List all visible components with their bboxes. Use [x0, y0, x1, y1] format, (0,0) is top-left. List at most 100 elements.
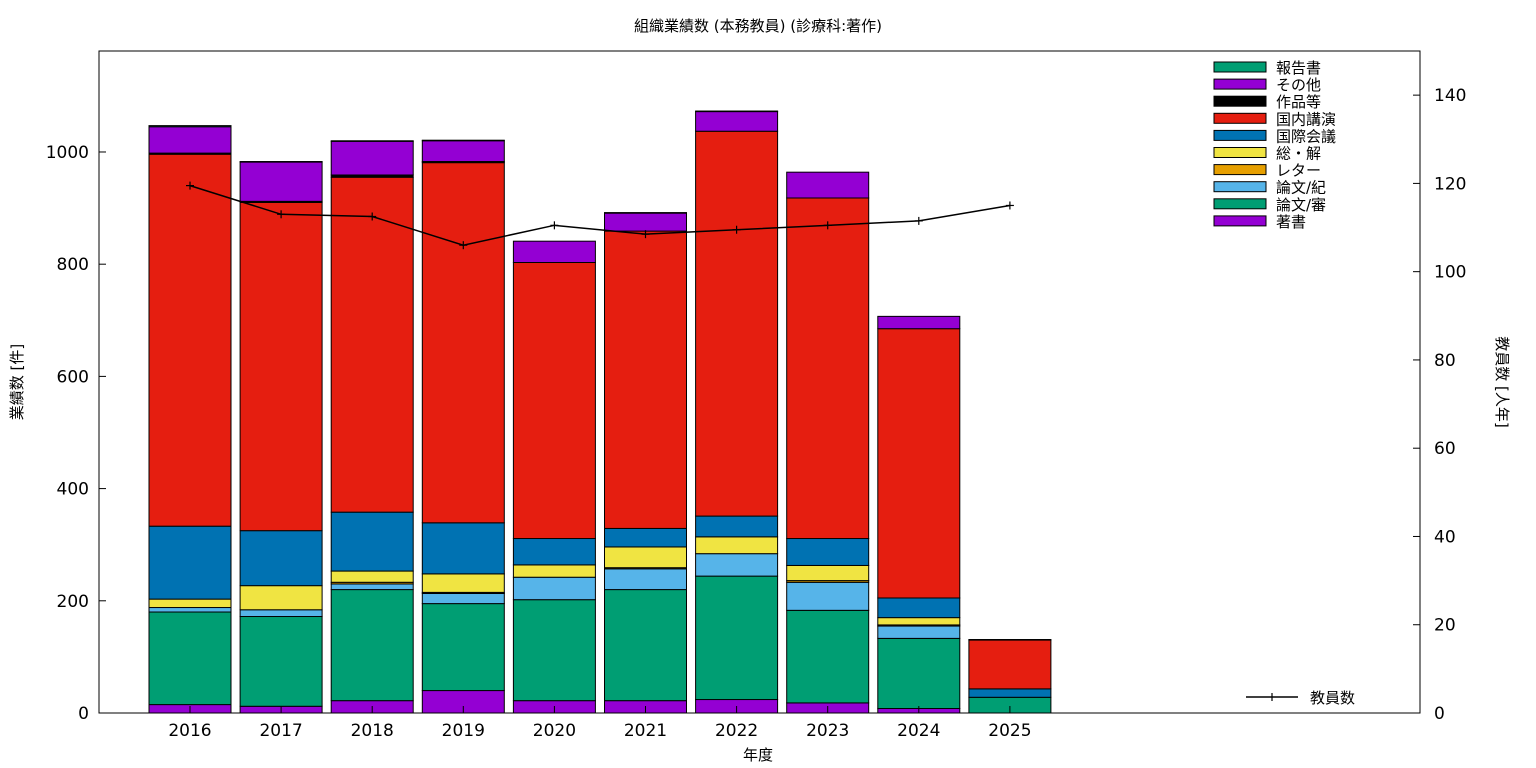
axes-layer: 0 200 400 600 800 1000 0 20 40 60 80 100 120 140 2016 2…: [46, 86, 1467, 741]
line-series-faculty: [189, 184, 1011, 246]
bar-2023-5: [786, 538, 870, 566]
bar-2019-5: [421, 522, 505, 575]
legend-swatch: [1213, 129, 1267, 141]
bar-2018-9: [330, 140, 414, 142]
line-point-2019: [459, 241, 468, 250]
x-tick-label: 2022: [715, 721, 758, 741]
bar-2016-6: [148, 153, 232, 527]
line-point-2022: [732, 225, 741, 234]
legend-swatch: [1213, 95, 1267, 107]
legend-item: 総・解: [1213, 145, 1321, 163]
bar-2016-8: [148, 126, 232, 154]
y-tick-label: 200: [57, 592, 89, 612]
x-tick-label: 2021: [624, 721, 667, 741]
legend-label: 国際会議: [1276, 127, 1336, 145]
y2-tick-label: 80: [1434, 351, 1456, 371]
line-point-2020: [550, 221, 559, 230]
bar-2017-6: [239, 201, 323, 532]
line-layer: [186, 181, 1014, 250]
x-axis-label: 年度: [743, 746, 773, 764]
bar-2016-9: [148, 125, 232, 128]
line-point-2025: [1005, 201, 1014, 210]
bar-2024-5: [877, 597, 961, 619]
bar-2019-9: [421, 139, 505, 142]
legend-label: レター: [1276, 162, 1321, 180]
legend-item: 国内講演: [1213, 110, 1336, 128]
bar-2022-8: [695, 111, 779, 132]
bar-2024-8: [877, 315, 961, 330]
bar-2023-6: [786, 197, 870, 540]
line-point-2023: [823, 221, 832, 230]
legend-label: 著書: [1276, 213, 1306, 231]
x-tick-label: 2025: [988, 721, 1031, 741]
bar-2025-6: [968, 639, 1052, 690]
bar-2019-1: [421, 603, 505, 692]
bars-layer: [148, 110, 1052, 714]
x-tick-label: 2023: [806, 721, 849, 741]
bar-2019-2: [421, 593, 505, 605]
x-tick-label: 2024: [897, 721, 940, 741]
bar-2020-1: [512, 599, 596, 702]
legend-swatch: [1213, 61, 1267, 73]
line-point-2024: [914, 216, 923, 225]
x-tick-label: 2016: [168, 721, 211, 741]
bar-2022-9: [695, 110, 779, 113]
legend-swatch: [1213, 164, 1267, 176]
bar-2021-2: [604, 568, 687, 591]
bar-2022-6: [695, 130, 779, 517]
y2-tick-label: 20: [1434, 616, 1456, 636]
bar-2020-5: [512, 538, 596, 566]
chart-title: 組織業績数 (本務教員) (診療科:著作): [634, 17, 882, 35]
bar-2025-9: [968, 639, 1052, 641]
legend-label: 論文/審: [1276, 196, 1326, 214]
bar-2021-6: [604, 230, 687, 529]
bar-2018-8: [330, 140, 414, 176]
bar-2019-6: [421, 162, 505, 524]
y-tick-label: 800: [57, 255, 89, 275]
legend-label: 論文/紀: [1276, 179, 1326, 197]
bar-2023-1: [786, 609, 870, 704]
bar-2020-2: [512, 576, 596, 601]
legend-item: 作品等: [1213, 93, 1321, 111]
bar-2022-5: [695, 515, 779, 538]
bar-2018-2: [330, 583, 414, 591]
y2-tick-label: 40: [1434, 527, 1456, 547]
x-tick-label: 2019: [442, 721, 485, 741]
bar-2016-4: [148, 598, 232, 609]
bar-2021-9: [604, 212, 687, 214]
bar-2022-2: [695, 553, 779, 577]
bar-2016-5: [148, 525, 232, 600]
x-tick-label: 2018: [351, 721, 394, 741]
bar-2017-1: [239, 616, 323, 707]
legend-item: レター: [1213, 162, 1321, 180]
bar-2020-6: [512, 262, 596, 540]
x-tick-label: 2020: [533, 721, 576, 741]
legend-swatch: [1213, 198, 1267, 210]
line-point-2018: [368, 212, 377, 221]
y2-tick-label: 60: [1434, 439, 1456, 459]
bar-2020-8: [512, 240, 596, 264]
bar-2023-4: [786, 564, 870, 582]
bar-2019-4: [421, 573, 505, 593]
bar-2021-1: [604, 589, 687, 702]
legend-swatch: [1213, 147, 1267, 158]
legend-item: 著書: [1213, 213, 1306, 231]
bar-2024-2: [877, 625, 961, 639]
legend-label: 総・解: [1276, 145, 1321, 163]
bar-2021-8: [604, 212, 687, 232]
bar-2016-1: [148, 611, 232, 706]
bar-2021-5: [604, 527, 687, 548]
bar-2017-2: [239, 609, 323, 618]
line-point-2017: [277, 210, 286, 219]
y-axis-label: 業績数 [件]: [8, 344, 26, 420]
bar-2018-6: [330, 176, 414, 513]
y2-tick-label: 140: [1434, 86, 1466, 106]
bar-2016-2: [148, 607, 232, 613]
bar-2025-5: [968, 688, 1052, 698]
bar-2019-8: [421, 140, 505, 163]
bar-2021-4: [604, 546, 687, 569]
bar-2023-2: [786, 581, 870, 611]
legend-label-line: 教員数: [1310, 689, 1355, 707]
y2-tick-label: 100: [1434, 263, 1466, 283]
